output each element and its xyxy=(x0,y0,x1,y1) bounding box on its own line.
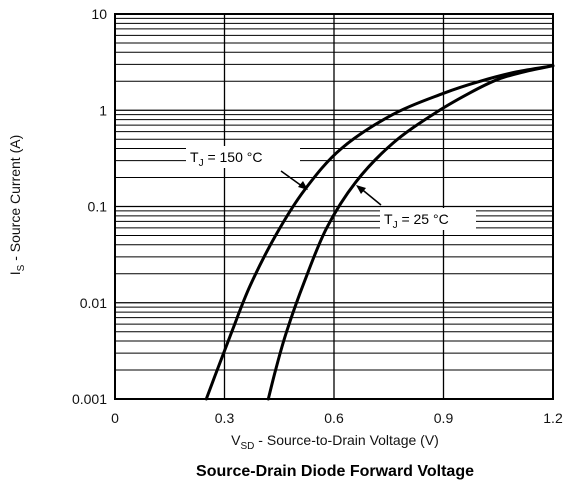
xlabel-main: V xyxy=(231,432,241,448)
chart-title: Source-Drain Diode Forward Voltage xyxy=(196,463,474,480)
x-tick-label: 1.2 xyxy=(543,410,563,426)
x-tick-label: 0.3 xyxy=(215,410,235,426)
y-tick-label: 0.001 xyxy=(72,391,107,407)
x-tick-label: 0.9 xyxy=(434,410,454,426)
plot-frame xyxy=(114,13,554,400)
anno-150-sub: J xyxy=(199,158,204,169)
y-tick-label: 10 xyxy=(91,6,107,22)
anno-25-rest: = 25 °C xyxy=(398,211,449,227)
anno-150-main: T xyxy=(190,149,199,165)
svg-text:TJ = 25 °C: TJ = 25 °C xyxy=(384,211,449,231)
series-layer xyxy=(204,64,555,401)
xlabel-sub: SD xyxy=(241,441,255,452)
xlabel-rest: - Source-to-Drain Voltage (V) xyxy=(254,432,438,448)
y-tick-label: 0.01 xyxy=(80,295,107,311)
x-tick-label: 0.6 xyxy=(324,410,344,426)
annotation-25c: TJ = 25 °C xyxy=(356,185,476,231)
ylabel-rest: - Source Current (A) xyxy=(7,135,23,265)
tick-labels: 0 0.3 0.6 0.9 1.2 0.001 0.01 0.1 1 10 xyxy=(72,6,563,426)
grid xyxy=(114,14,554,400)
series-line-tj-150c xyxy=(204,64,555,401)
x-tick-label: 0 xyxy=(111,410,119,426)
y-tick-label: 1 xyxy=(99,102,107,118)
anno-150-rest: = 150 °C xyxy=(204,149,263,165)
y-axis-label: IS - Source Current (A) xyxy=(7,135,27,276)
ylabel-main: I xyxy=(7,271,23,275)
anno-25-sub: J xyxy=(393,220,398,231)
annotation-150c: TJ = 150 °C xyxy=(186,146,308,190)
x-axis-label: VSD - Source-to-Drain Voltage (V) xyxy=(231,432,439,452)
svg-text:TJ = 150 °C: TJ = 150 °C xyxy=(190,149,262,169)
anno-25-main: T xyxy=(384,211,393,227)
arrowhead-25c xyxy=(356,185,366,194)
ylabel-sub: S xyxy=(16,264,27,271)
arrowhead-150c xyxy=(298,181,308,190)
series-line-tj-25c xyxy=(266,64,555,401)
y-tick-label: 0.1 xyxy=(88,199,108,215)
